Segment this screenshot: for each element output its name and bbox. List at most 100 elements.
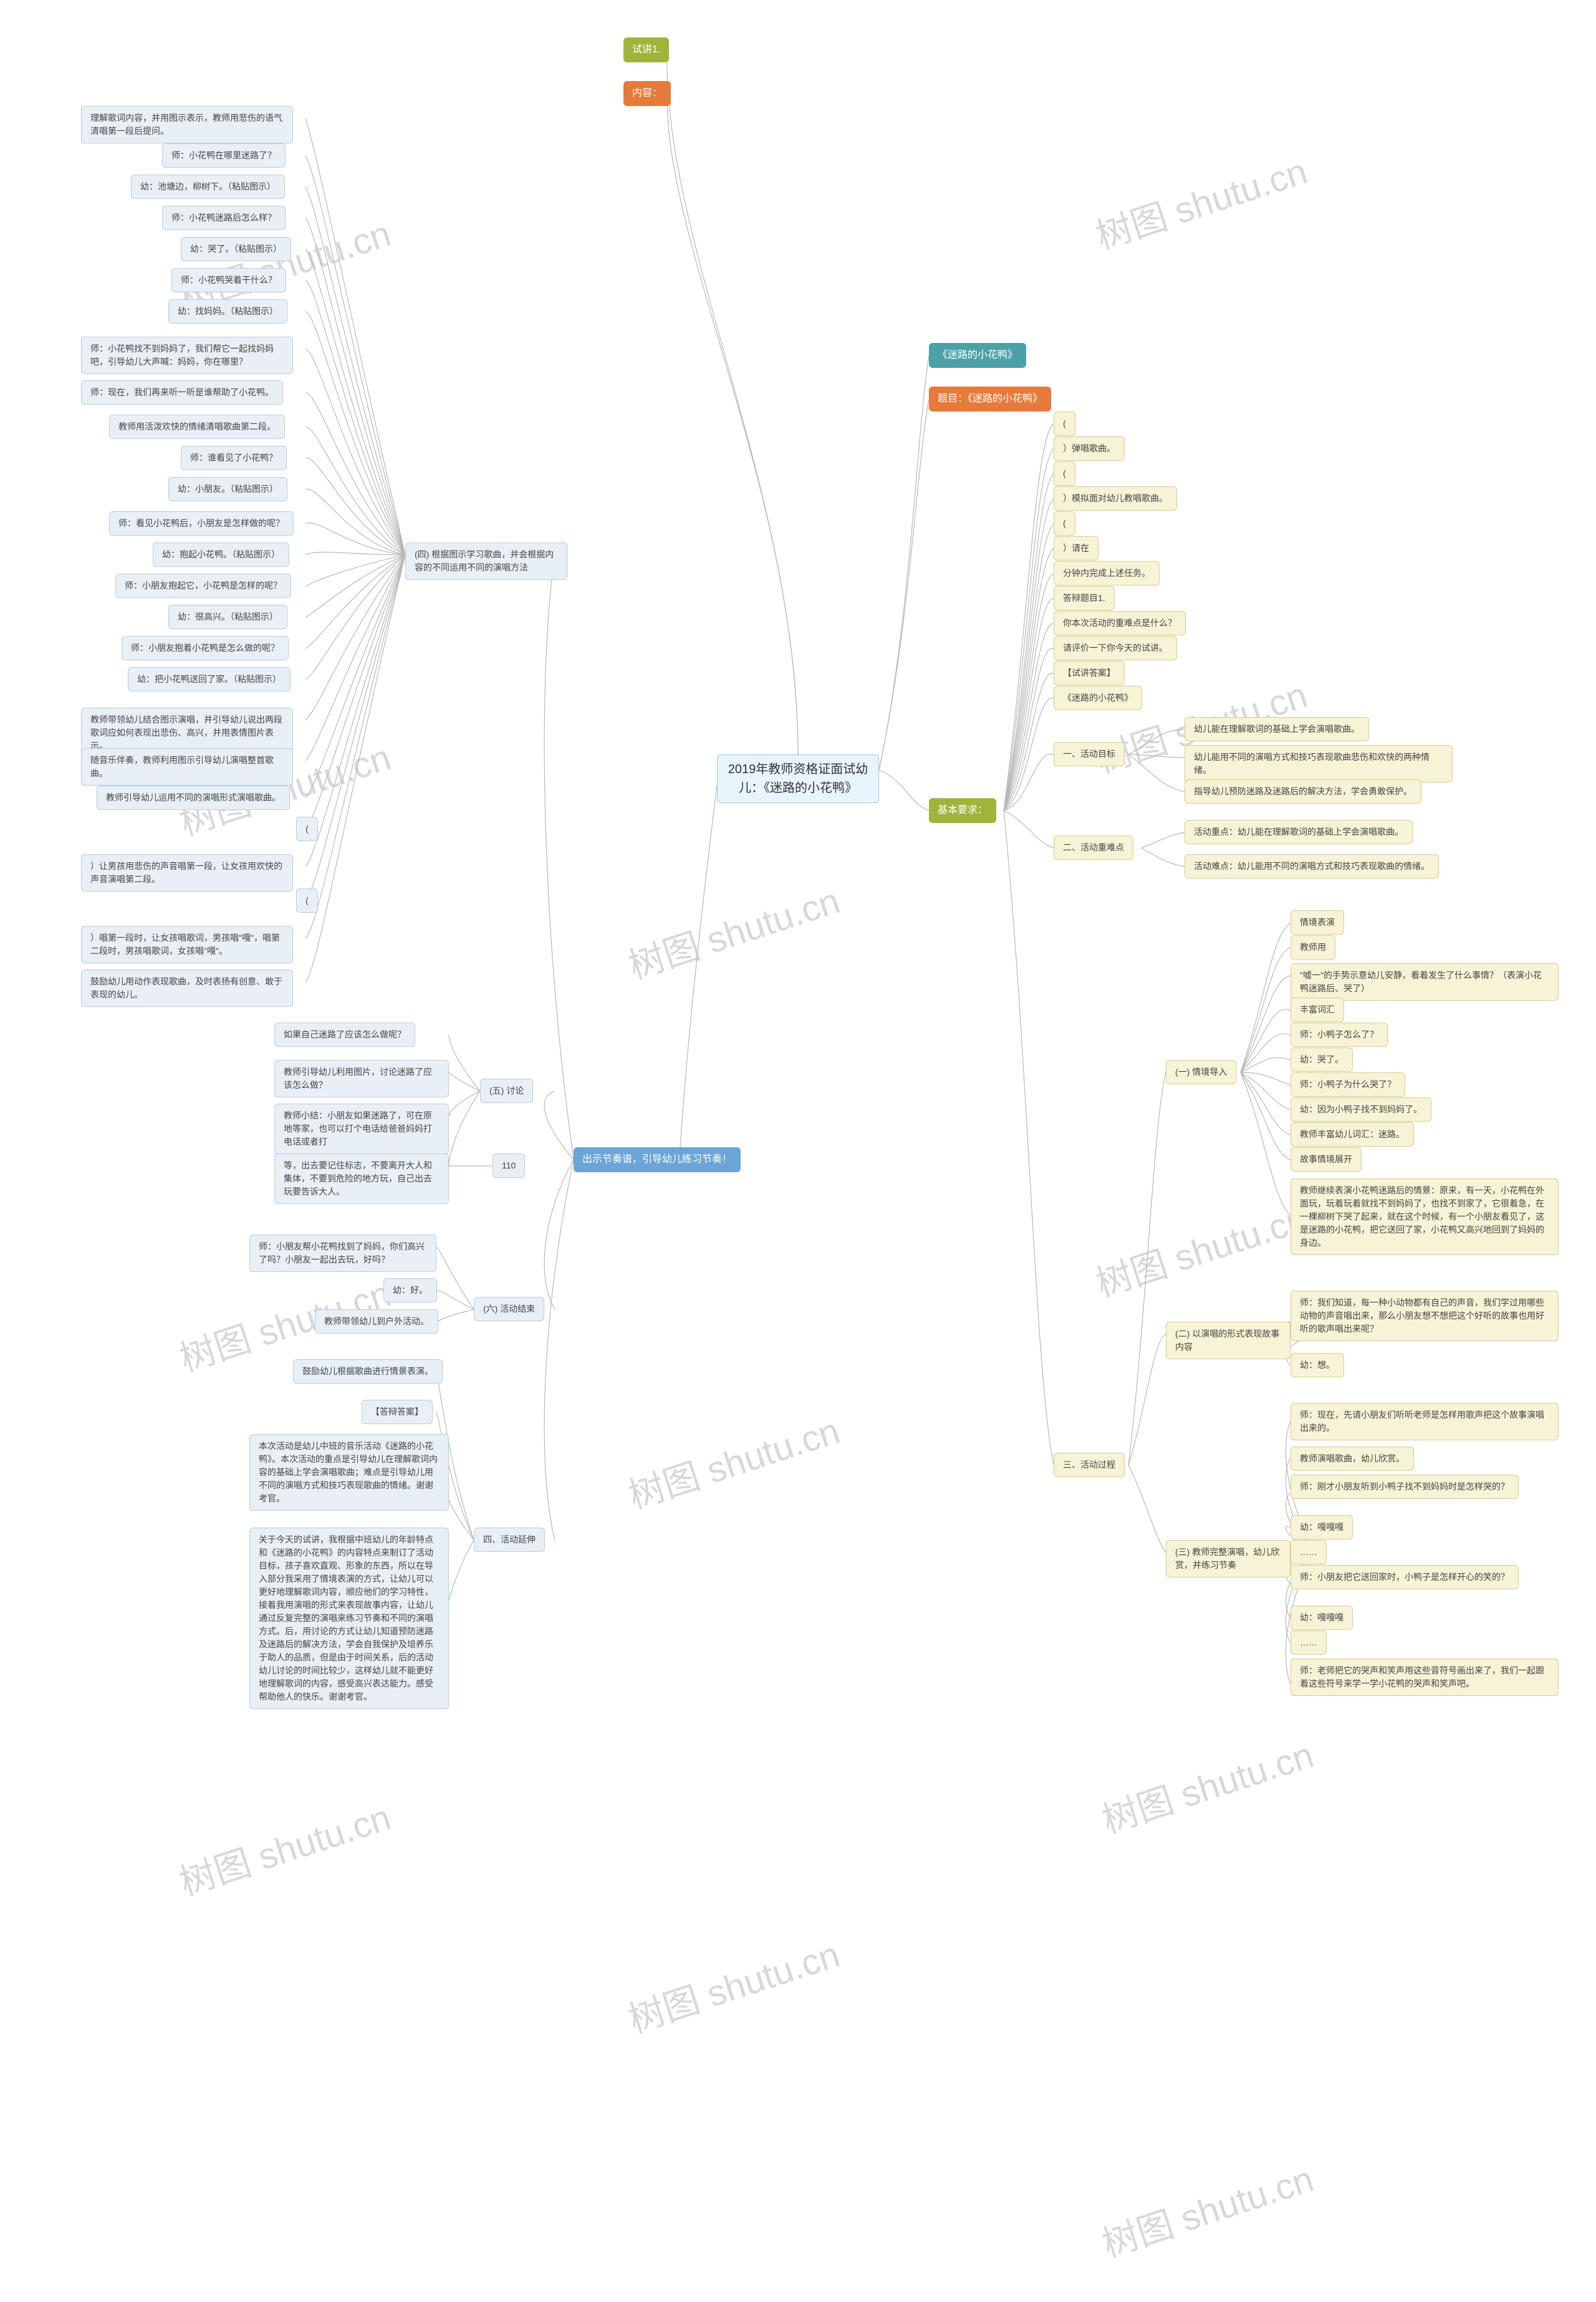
p1-item: 故事情境展开	[1291, 1147, 1362, 1172]
p1-item: 丰富词汇	[1291, 998, 1344, 1022]
left4-item: 教师用活泼欢快的情绪清唱歌曲第二段。	[109, 415, 285, 439]
left4-item: 理解歌词内容，并用图示表示，教师用悲伤的语气清唱第一段后提问。	[81, 106, 293, 143]
p1-item: 情境表演	[1291, 910, 1344, 935]
p3-item: 师：老师把它的哭声和笑声用这些音符号画出来了，我们一起跟着这些符号来学一学小花鸭…	[1291, 1659, 1559, 1696]
left6-item: 幼：好。	[383, 1278, 437, 1303]
watermark: 树图 shutu.cn	[621, 1402, 845, 1519]
left5-item: 教师小结：小朋友如果迷路了，可在原地等家，也可以打个电话给爸爸妈妈打电话或者打	[274, 1104, 449, 1154]
left4-item: 鼓励幼儿用动作表现歌曲，及时表扬有创意、敢于表现的幼儿。	[81, 970, 293, 1007]
left4-item: 随音乐伴奏，教师利用图示引导幼儿演唱整首歌曲。	[81, 748, 293, 786]
left4-item: 师：小朋友抱着小花鸭是怎么做的呢？	[122, 636, 289, 660]
left4-item: 师：小朋友抱起它，小花鸭是怎样的呢？	[115, 574, 291, 598]
node-orange-content: 内容：	[623, 81, 671, 106]
left4-item: 幼：小朋友。（粘贴图示）	[168, 477, 287, 501]
goal-item: 幼儿能在理解歌词的基础上学会演唱歌曲。	[1185, 717, 1369, 741]
left5-item: 教师引导幼儿利用图片，讨论迷路了应该怎么做？	[274, 1060, 449, 1097]
diff-item: 活动重点：幼儿能在理解歌词的基础上学会演唱歌曲。	[1185, 820, 1413, 844]
left7-item: 【答辩答案】	[362, 1400, 433, 1424]
left4-item: 师：谁看见了小花鸭？	[181, 446, 287, 470]
left4-item: 师：小花鸭哭着干什么？	[171, 268, 286, 292]
goal-item: 幼儿能用不同的演唱方式和技巧表现歌曲悲伤和欢快的两种情绪。	[1185, 745, 1453, 783]
p3-item: 师：现在，先请小朋友们听听老师是怎样用歌声把这个故事演唱出来的。	[1291, 1403, 1559, 1440]
left4-item: (	[296, 889, 318, 913]
req-item: 请评价一下你今天的试讲。	[1054, 636, 1177, 660]
left4-item: 幼：抱起小花鸭。（粘贴图示）	[153, 542, 289, 567]
watermark: 树图 shutu.cn	[621, 872, 845, 989]
p1-item: 教师丰富幼儿词汇：迷路。	[1291, 1122, 1414, 1147]
p1-item: "嘘一"的手势示意幼儿安静，看着发生了什么事情？（表演小花鸭迷路后、哭了）	[1291, 963, 1559, 1001]
p1-item: 幼：因为小鸭子找不到妈妈了。	[1291, 1097, 1431, 1122]
p3-item: 师：刚才小朋友听到小鸭子找不到妈妈时是怎样哭的？	[1291, 1475, 1519, 1499]
left4-item: 幼：找妈妈。（粘贴图示）	[168, 299, 287, 324]
watermark: 树图 shutu.cn	[172, 1788, 397, 1905]
process-parent: 三、活动过程	[1054, 1453, 1125, 1477]
left6-item: 教师带领幼儿到户外活动。	[315, 1309, 438, 1334]
left4-item: 师：小花鸭迷路后怎么样？	[162, 206, 286, 230]
p3-item: 幼：嘎嘎嘎	[1291, 1606, 1353, 1630]
left6-item: 师：小朋友帮小花鸭找到了妈妈，你们高兴了吗？小朋友一起出去玩，好吗？	[249, 1235, 436, 1272]
node-orange-title: 题目：《迷路的小花鸭》	[929, 387, 1051, 412]
left4-item: 师：现在，我们再来听一听是谁帮助了小花鸭。	[81, 380, 283, 405]
left4-item: 师：看见小花鸭后，小朋友是怎样做的呢？	[109, 511, 294, 536]
p1-item: 师：小鸭子怎么了？	[1291, 1023, 1388, 1047]
req-item: (	[1054, 511, 1075, 536]
left7-item: 本次活动是幼儿中班的音乐活动《迷路的小花鸭》。本次活动的重点是引导幼儿在理解歌词…	[249, 1434, 449, 1511]
left6-parent: (六) 活动结束	[474, 1297, 544, 1321]
watermark: 树图 shutu.cn	[621, 1925, 845, 2043]
req-item: (	[1054, 461, 1075, 486]
node-olive-req: 基本要求：	[929, 798, 996, 823]
req-item: ）模拟面对幼儿教唱歌曲。	[1054, 486, 1177, 511]
p1: (一) 情境导入	[1166, 1060, 1236, 1084]
left4-item: 幼：把小花鸭送回了家。（粘贴图示）	[128, 667, 291, 691]
left4-item: 幼：很高兴。（粘贴图示）	[168, 605, 287, 629]
diff-item: 活动难点：幼儿能用不同的演唱方式和技巧表现歌曲的情绪。	[1185, 854, 1439, 879]
p1-item: 幼：哭了。	[1291, 1047, 1353, 1072]
left4-item: 幼：哭了。（粘贴图示）	[181, 237, 291, 261]
watermark: 树图 shutu.cn	[1095, 2150, 1319, 2267]
node-olive-top: 试讲1.	[623, 37, 669, 62]
left4-item: 幼：池塘边，柳树下。（粘贴图示）	[131, 175, 285, 199]
root-node: 2019年教师资格证面试幼儿：《迷路的小花鸭》	[717, 754, 879, 803]
left5-item: 如果自己迷路了应该怎么做呢？	[274, 1023, 415, 1047]
p3-item: 师：小朋友把它送回家时，小鸭子是怎样开心的笑的？	[1291, 1565, 1519, 1589]
left7-parent: 四、活动延伸	[474, 1528, 545, 1552]
req-item: 【试讲答案】	[1054, 661, 1125, 685]
goal-parent: 一、活动目标	[1054, 742, 1125, 766]
req-item: ）请在	[1054, 536, 1098, 561]
watermark: 树图 shutu.cn	[1089, 1190, 1313, 1307]
watermark: 树图 shutu.cn	[1089, 142, 1313, 259]
left5-extra: 110	[493, 1153, 525, 1178]
left4-item: ）让男孩用悲伤的声音唱第一段，让女孩用欢快的声音演唱第二段。	[81, 854, 293, 892]
watermark: 树图 shutu.cn	[1095, 1726, 1319, 1843]
diff-parent: 二、活动重难点	[1054, 836, 1133, 860]
left4-item: 师：小花鸭找不到妈妈了，我们帮它一起找妈妈吧，引导幼儿大声喊：妈妈，你在哪里？	[81, 337, 293, 374]
p2-item: 师：我们知道，每一种小动物都有自己的声音，我们学过用哪些动物的声音唱出来，那么小…	[1291, 1291, 1559, 1341]
p3-item: ……	[1291, 1630, 1327, 1655]
p3-item: ……	[1291, 1540, 1327, 1564]
node-teal-song: 《迷路的小花鸭》	[929, 343, 1026, 368]
p1-item: 教师用	[1291, 935, 1335, 960]
req-item: 分钟内完成上述任务。	[1054, 561, 1160, 585]
left4-item: 师：小花鸭在哪里迷路了？	[162, 143, 286, 168]
p1-item: 师：小鸭子为什么哭了？	[1291, 1072, 1405, 1097]
left4-item: (	[296, 817, 318, 841]
goal-item: 指导幼儿预防迷路及迷路后的解决方法，学会勇敢保护。	[1185, 779, 1421, 804]
left7-item: 鼓励幼儿根据歌曲进行情景表演。	[293, 1359, 443, 1384]
p1-item: 教师继续表演小花鸭迷路后的情景：原来，有一天，小花鸭在外面玩，玩着玩着就找不到妈…	[1291, 1178, 1559, 1255]
node-blue-sheet: 出示节奏谱，引导幼儿练习节奏！	[574, 1147, 741, 1172]
p3-item: 幼：嘎嘎嘎	[1291, 1515, 1353, 1539]
left4-parent: (四) 根据图示学习歌曲，并会根据内容的不同运用不同的演唱方法	[405, 542, 567, 580]
left5-item: 等，出去要记住标志，不要离开大人和集体，不要到危险的地方玩，自己出去玩要告诉大人…	[274, 1153, 449, 1204]
req-item: 《迷路的小花鸭》	[1054, 686, 1142, 710]
req-item: 答辩题目1.	[1054, 586, 1115, 610]
p3-item: 教师演唱歌曲，幼儿欣赏。	[1291, 1447, 1414, 1471]
left4-item: 教师引导幼儿运用不同的演唱形式演唱歌曲。	[97, 786, 290, 810]
p2: (二) 以演唱的形式表现故事内容	[1166, 1322, 1291, 1359]
left5-parent: (五) 讨论	[480, 1079, 533, 1103]
p3: (三) 教师完整演唱，幼儿欣赏，并练习节奏	[1166, 1540, 1291, 1577]
req-item: 你本次活动的重难点是什么？	[1054, 611, 1186, 635]
left7-item: 关于今天的试讲，我根据中班幼儿的年龄特点和《迷路的小花鸭》的内容特点来制订了活动…	[249, 1528, 449, 1709]
p2-item: 幼：想。	[1291, 1353, 1344, 1377]
req-item: ）弹唱歌曲。	[1054, 436, 1125, 461]
left4-item: ）唱第一段时，让女孩唱歌词，男孩唱"嘎"，唱第二段时，男孩唱歌词，女孩唱"嘎"。	[81, 926, 293, 963]
